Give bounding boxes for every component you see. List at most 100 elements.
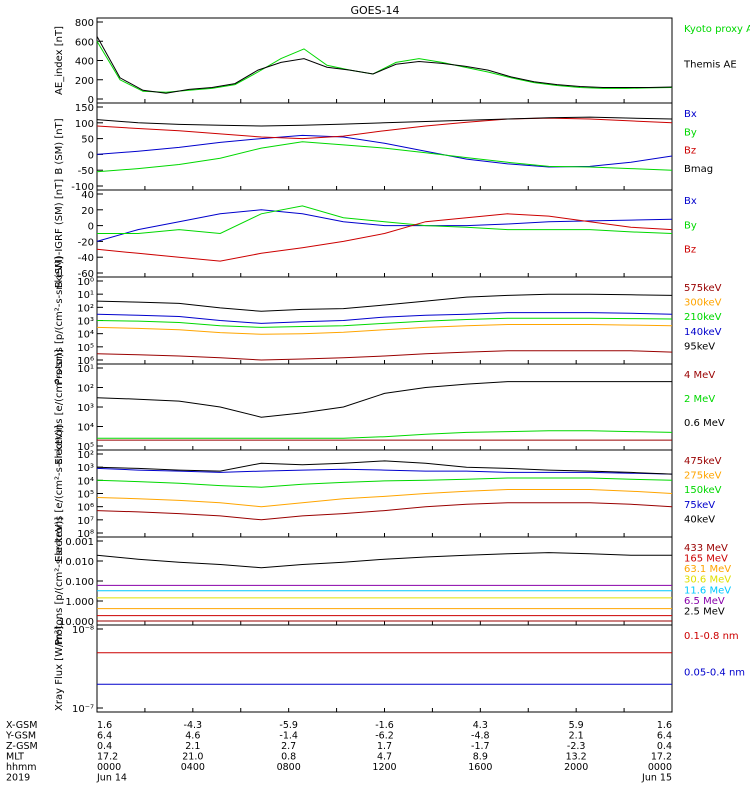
footer-cell: Jun 15 (641, 773, 672, 784)
y-tick-label: 0 (88, 95, 94, 106)
y-tick-label: -20 (78, 237, 94, 248)
series-line (96, 213, 673, 262)
y-tick-label: -100 (71, 182, 94, 193)
footer-cell: 2.1 (185, 741, 200, 752)
footer-cell: 0800 (277, 762, 301, 773)
legend-entry: 165 MeV (684, 554, 728, 565)
y-tick-label: 10⁰ (77, 277, 94, 288)
y-tick-label: 10³ (77, 403, 94, 414)
footer-cell: 17.2 (97, 752, 118, 763)
series-line (96, 134, 673, 168)
legend-entry: 6.5 MeV (684, 596, 725, 607)
y-tick-label: 1.000 (65, 597, 94, 608)
footer-cell: -5.9 (279, 720, 298, 731)
y-axis-label: B (SM)-IGRF (SM) [nT] (54, 179, 65, 288)
footer-cell: -6.2 (375, 731, 394, 742)
footer-row-label: MLT (6, 752, 24, 763)
y-tick-label: 0 (88, 222, 94, 233)
series-line (96, 502, 673, 521)
footer-cell: 4.7 (377, 752, 392, 763)
y-tick-label: 10⁶ (77, 503, 94, 514)
y-axis-label: Protons [p/(cm²-s-sr-keV)] (54, 256, 65, 384)
footer-row-label: Y-GSM (5, 731, 36, 742)
y-tick-label: 10.000 (59, 617, 94, 628)
series-line (96, 489, 673, 508)
series-line (96, 324, 673, 335)
y-tick-label: 0.100 (65, 577, 94, 588)
footer-cell: 1.6 (97, 720, 112, 731)
y-tick-label: 400 (75, 57, 94, 68)
footer-cell: 2.1 (569, 731, 584, 742)
footer-cell: 5.9 (569, 720, 584, 731)
legend-entry: 4 MeV (684, 370, 715, 381)
legend-entry: 63.1 MeV (684, 564, 731, 575)
footer-cell: 6.4 (657, 731, 672, 742)
y-tick-label: 800 (75, 18, 94, 29)
y-tick-label: 10⁻⁸ (72, 625, 94, 636)
footer-row-label: 2019 (6, 773, 30, 784)
y-axis-label: Electrons [e/(cm²-s-sr-keV)] (54, 425, 65, 562)
y-tick-label: 10⁵ (77, 490, 94, 501)
y-axis-label: B (SM) [nT] (54, 118, 65, 174)
y-axis-label: AE_index [nT] (54, 26, 65, 95)
y-tick-label: 0.010 (65, 557, 94, 568)
series-line (96, 293, 673, 312)
y-tick-label: 10¹ (77, 290, 94, 301)
y-tick-label: -40 (78, 253, 94, 264)
y-tick-label: 20 (81, 206, 94, 217)
y-axis-label: Xray Flux [W/m²] (54, 626, 65, 711)
series-line (96, 36, 673, 94)
footer-row-label: hhmm (6, 762, 37, 773)
series-line (96, 317, 673, 328)
legend-entry: 275keV (684, 471, 722, 482)
y-tick-label: 150 (75, 103, 94, 114)
y-tick-label: 10⁵ (77, 442, 94, 453)
panel-5: 10² 10³ 10⁴ 10⁵ 10⁶ 10⁷ 10⁸ Electrons [e/(cm²-s… (54, 425, 722, 562)
footer-cell: 21.0 (182, 752, 203, 763)
legend-entry: 0.1-0.8 nm (684, 631, 739, 642)
series-line (96, 467, 673, 475)
footer-cell: Jun 14 (96, 773, 127, 784)
series-line (96, 477, 673, 488)
legend-entry: 95keV (684, 341, 715, 352)
panel-1: 150 100 50 0 -50 -100 B (SM) [nT] Bx By Bz Bmag (54, 102, 713, 193)
footer-cell: 1.7 (377, 741, 392, 752)
legend-entry: Bmag (684, 164, 713, 175)
legend-entry: 150keV (684, 485, 722, 496)
footer-cell: 0.4 (657, 741, 672, 752)
y-tick-label: 10² (77, 303, 94, 314)
footer-cell: 1200 (372, 762, 396, 773)
series-line (97, 430, 673, 439)
y-tick-label: 100 (75, 119, 94, 130)
y-tick-label: 10⁸ (77, 529, 94, 540)
y-tick-label: 50 (81, 135, 94, 146)
legend-entry: 0.05-0.4 nm (684, 668, 745, 679)
series-line (97, 205, 673, 235)
footer-cell: 2000 (564, 762, 588, 773)
y-tick-label: 200 (75, 76, 94, 87)
footer-cell: -1.7 (471, 741, 490, 752)
legend-entry: Bz (684, 245, 696, 256)
panel-frame (96, 536, 673, 626)
legend-entry: 475keV (684, 456, 722, 467)
y-tick-label: 40 (81, 190, 94, 201)
series-line (96, 116, 673, 127)
series-line (96, 141, 673, 173)
y-tick-label: 10¹ (77, 364, 94, 375)
series-line (96, 350, 673, 361)
legend-entry: 30.6 MeV (684, 575, 731, 586)
y-axis-label: Protons [p/(cm²-s-sr-keV)] (54, 517, 65, 645)
footer-cell: -4.8 (471, 731, 490, 742)
legend-entry: Bx (684, 196, 697, 207)
y-tick-label: 10⁴ (77, 330, 94, 341)
footer-cell: 0.8 (281, 752, 296, 763)
panel-frame (96, 449, 673, 538)
y-tick-label: 10⁴ (77, 423, 94, 434)
y-tick-label: 10² (77, 384, 94, 395)
legend-entry: Bx (684, 109, 697, 120)
y-tick-label: 10⁴ (77, 476, 94, 487)
y-tick-label: 0.001 (65, 537, 94, 548)
legend-entry: Bz (684, 146, 696, 157)
footer-cell: 1.6 (657, 720, 672, 731)
footer-cell: 2.7 (281, 741, 296, 752)
